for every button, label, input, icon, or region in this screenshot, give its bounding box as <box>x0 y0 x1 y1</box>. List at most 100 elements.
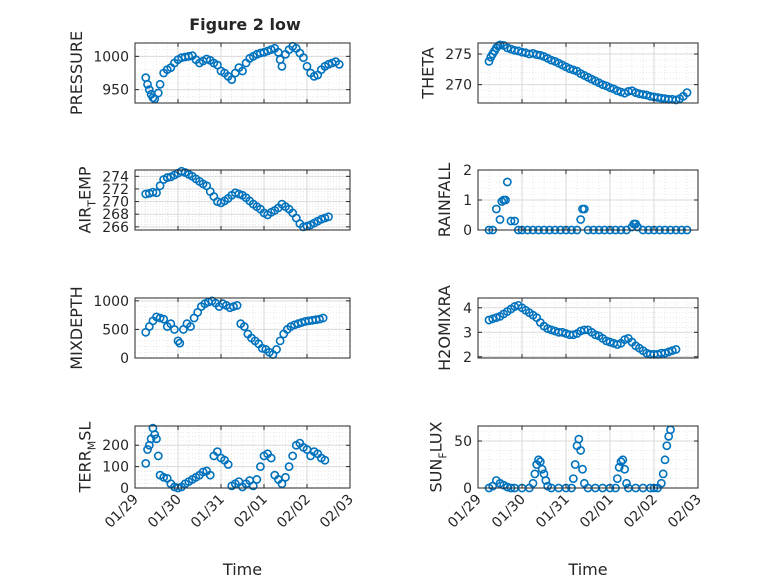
y-tick-label: 1 <box>463 193 472 209</box>
data-point <box>155 181 165 191</box>
y-axis-label-subscript: F <box>437 452 450 458</box>
data-point <box>141 459 151 468</box>
axes-box <box>134 169 351 231</box>
data-point <box>173 336 183 346</box>
data-markers <box>484 300 681 359</box>
data-point <box>272 345 281 354</box>
y-tick-label: 950 <box>102 83 129 99</box>
data-markers <box>141 166 333 232</box>
tick-marks <box>134 43 351 103</box>
axes-box <box>134 425 351 489</box>
y-tick-label: 270 <box>445 78 472 94</box>
data-point <box>150 430 160 439</box>
data-point <box>299 53 308 63</box>
y-tick-label: 2 <box>463 350 472 366</box>
data-point <box>576 446 586 455</box>
data-point <box>568 474 578 484</box>
subplot-theta: 270 275 THETA <box>418 40 699 105</box>
tick-marks <box>477 43 699 103</box>
data-point <box>175 338 185 348</box>
data-point <box>510 216 520 226</box>
y-tick-label: 270 <box>102 195 129 211</box>
y-axis-label: AIRTEMP <box>75 166 98 233</box>
data-point <box>682 88 692 97</box>
data-point <box>570 460 580 469</box>
tick-marks <box>134 298 351 359</box>
data-point <box>284 462 294 472</box>
data-point <box>534 455 543 465</box>
tick-marks <box>134 170 351 230</box>
data-point <box>153 451 163 461</box>
data-point <box>213 447 222 457</box>
data-point <box>143 445 152 454</box>
data-point <box>152 434 161 444</box>
data-point <box>143 79 152 89</box>
data-point <box>484 56 494 66</box>
data-point <box>256 462 265 472</box>
subplot-mixdepth: 0 500 1000 MIXDEPTH <box>67 286 351 370</box>
data-point <box>223 460 233 469</box>
data-point <box>232 301 242 310</box>
data-point <box>239 322 249 331</box>
y-axis-label-subscript: M <box>85 441 98 451</box>
y-tick-label: 0 <box>120 481 129 497</box>
data-point <box>288 451 298 461</box>
tick-marks <box>477 426 699 489</box>
data-point <box>248 481 258 491</box>
y-tick-label: 4 <box>463 301 472 317</box>
data-point <box>155 79 165 89</box>
data-point <box>495 40 505 50</box>
data-point <box>277 61 287 71</box>
y-axis-label: SUNFLUX <box>427 421 450 492</box>
y-axis-label-subscript: T <box>85 200 98 208</box>
data-point <box>227 75 237 85</box>
y-tick-label: 500 <box>102 322 129 338</box>
data-point <box>148 187 158 197</box>
y-tick-label: 1000 <box>93 294 129 310</box>
data-point <box>324 212 333 222</box>
y-axis-label-tail: LUX <box>427 421 446 452</box>
y-axis-label: H2OMIXRA <box>435 285 454 371</box>
y-tick-label: 274 <box>102 169 129 185</box>
data-point <box>578 464 587 474</box>
y-axis-label: PRESSURE <box>67 31 86 115</box>
y-tick-label: 100 <box>102 460 129 476</box>
x-axis-label: Time <box>567 560 607 579</box>
y-axis-label-main: H2OMIXRA <box>435 285 454 371</box>
data-point <box>614 462 624 472</box>
y-tick-label: 2 <box>463 163 472 179</box>
data-point <box>662 441 672 451</box>
y-axis-label-main: SUN <box>427 459 446 493</box>
data-point <box>528 478 538 488</box>
axes-box <box>134 42 351 104</box>
y-axis-label-tail: SL <box>75 422 94 441</box>
x-axis-label: Time <box>222 560 262 579</box>
axes-box <box>477 42 699 104</box>
subplot-rainfall: 0 1 2 RAINFALL <box>435 163 699 239</box>
axes-box <box>477 425 699 489</box>
data-point <box>159 314 169 324</box>
data-point <box>658 469 668 479</box>
data-point <box>252 475 262 484</box>
data-point <box>144 85 154 95</box>
data-point <box>318 313 328 323</box>
data-point <box>281 472 290 482</box>
data-point <box>153 88 163 98</box>
y-tick-label: 266 <box>102 220 129 236</box>
data-point <box>205 470 215 480</box>
data-point <box>495 215 505 224</box>
data-point <box>530 469 540 479</box>
y-tick-label: 272 <box>102 182 129 198</box>
data-point <box>506 216 516 226</box>
data-point <box>656 478 666 488</box>
data-point <box>238 66 247 76</box>
y-tick-label: 0 <box>463 223 472 239</box>
data-point <box>576 215 586 224</box>
data-markers <box>484 40 692 105</box>
y-axis-label-main: TERR <box>75 450 94 493</box>
grid-lines <box>134 298 351 359</box>
y-axis-label: TERRMSL <box>75 422 98 494</box>
data-point <box>186 322 195 331</box>
figure-title: Figure 2 low <box>189 15 301 34</box>
